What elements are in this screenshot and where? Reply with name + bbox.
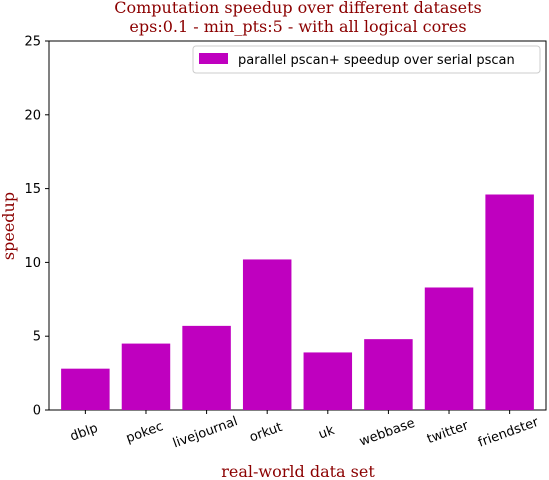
x-axis-label: real-world data set — [221, 462, 375, 480]
legend-label: parallel pscan+ speedup over serial psca… — [238, 53, 515, 68]
bar-webbase — [364, 339, 413, 410]
bar-friendster — [485, 194, 534, 410]
x-tick-label: livejournal — [171, 414, 240, 451]
x-tick-label: pokec — [124, 419, 165, 446]
x-tick-label: uk — [317, 423, 337, 443]
bar-livejournal — [182, 325, 231, 410]
bar-orkut — [242, 259, 292, 410]
bar-dblp — [61, 368, 110, 410]
legend-swatch — [199, 53, 228, 64]
chart-subtitle: eps:0.1 - min_pts:5 - with all logical c… — [129, 17, 466, 36]
x-tick-label: webbase — [357, 416, 417, 450]
y-axis: 0 5 10 15 20 25 — [24, 35, 49, 419]
legend-box — [192, 45, 541, 74]
chart-title: Computation speedup over different datas… — [114, 0, 481, 17]
bars-group — [61, 194, 534, 410]
y-tick-label: 25 — [24, 35, 41, 50]
y-tick-label: 5 — [33, 330, 41, 345]
bar-twitter — [424, 287, 474, 410]
y-tick-label: 10 — [24, 256, 41, 271]
bar-uk — [303, 352, 353, 410]
y-tick-label: 15 — [24, 182, 41, 197]
y-tick-label: 20 — [24, 108, 41, 123]
plot-frame — [48, 40, 547, 411]
x-axis: dblp pokec livejournal orkut uk webbase twitte… — [68, 410, 541, 451]
x-tick-label: dblp — [68, 421, 100, 445]
legend: parallel pscan+ speedup over serial psca… — [192, 45, 541, 74]
x-tick-label: friendster — [476, 415, 541, 451]
x-tick-label: twitter — [425, 418, 471, 447]
bar-pokec — [121, 343, 171, 410]
y-axis-label: speedup — [0, 192, 18, 260]
x-tick-label: orkut — [248, 420, 285, 446]
y-tick-label: 0 — [33, 404, 41, 419]
